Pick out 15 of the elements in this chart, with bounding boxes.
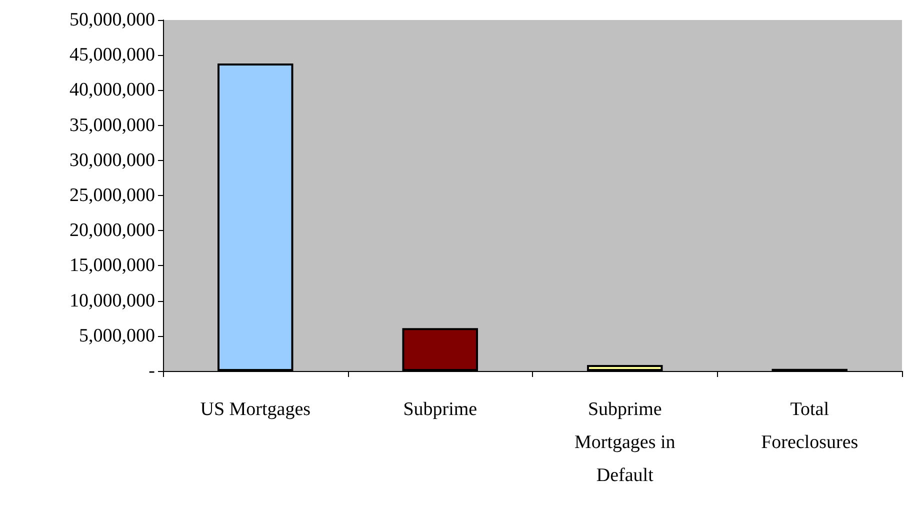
x-tick-label: Total Foreclosures	[761, 399, 858, 453]
y-tick-label: 30,000,000	[70, 150, 155, 171]
y-tick-label: 20,000,000	[70, 220, 155, 242]
y-tick-label: 15,000,000	[70, 255, 155, 276]
x-tick-label: Subprime	[403, 399, 478, 420]
y-tick-label: 5,000,000	[79, 325, 155, 346]
y-tick-label: 25,000,000	[70, 185, 155, 206]
y-tick-label: -	[148, 360, 155, 382]
x-tick-label: Subprime Mortgages in Default	[574, 399, 676, 486]
y-tick-label: 35,000,000	[70, 114, 155, 136]
y-tick-label: 40,000,000	[70, 80, 155, 101]
y-tick-label: 45,000,000	[70, 44, 155, 66]
x-tick-label: US Mortgages	[200, 399, 311, 420]
y-tick-label: 50,000,000	[70, 10, 155, 30]
y-tick-label: 10,000,000	[70, 290, 155, 312]
